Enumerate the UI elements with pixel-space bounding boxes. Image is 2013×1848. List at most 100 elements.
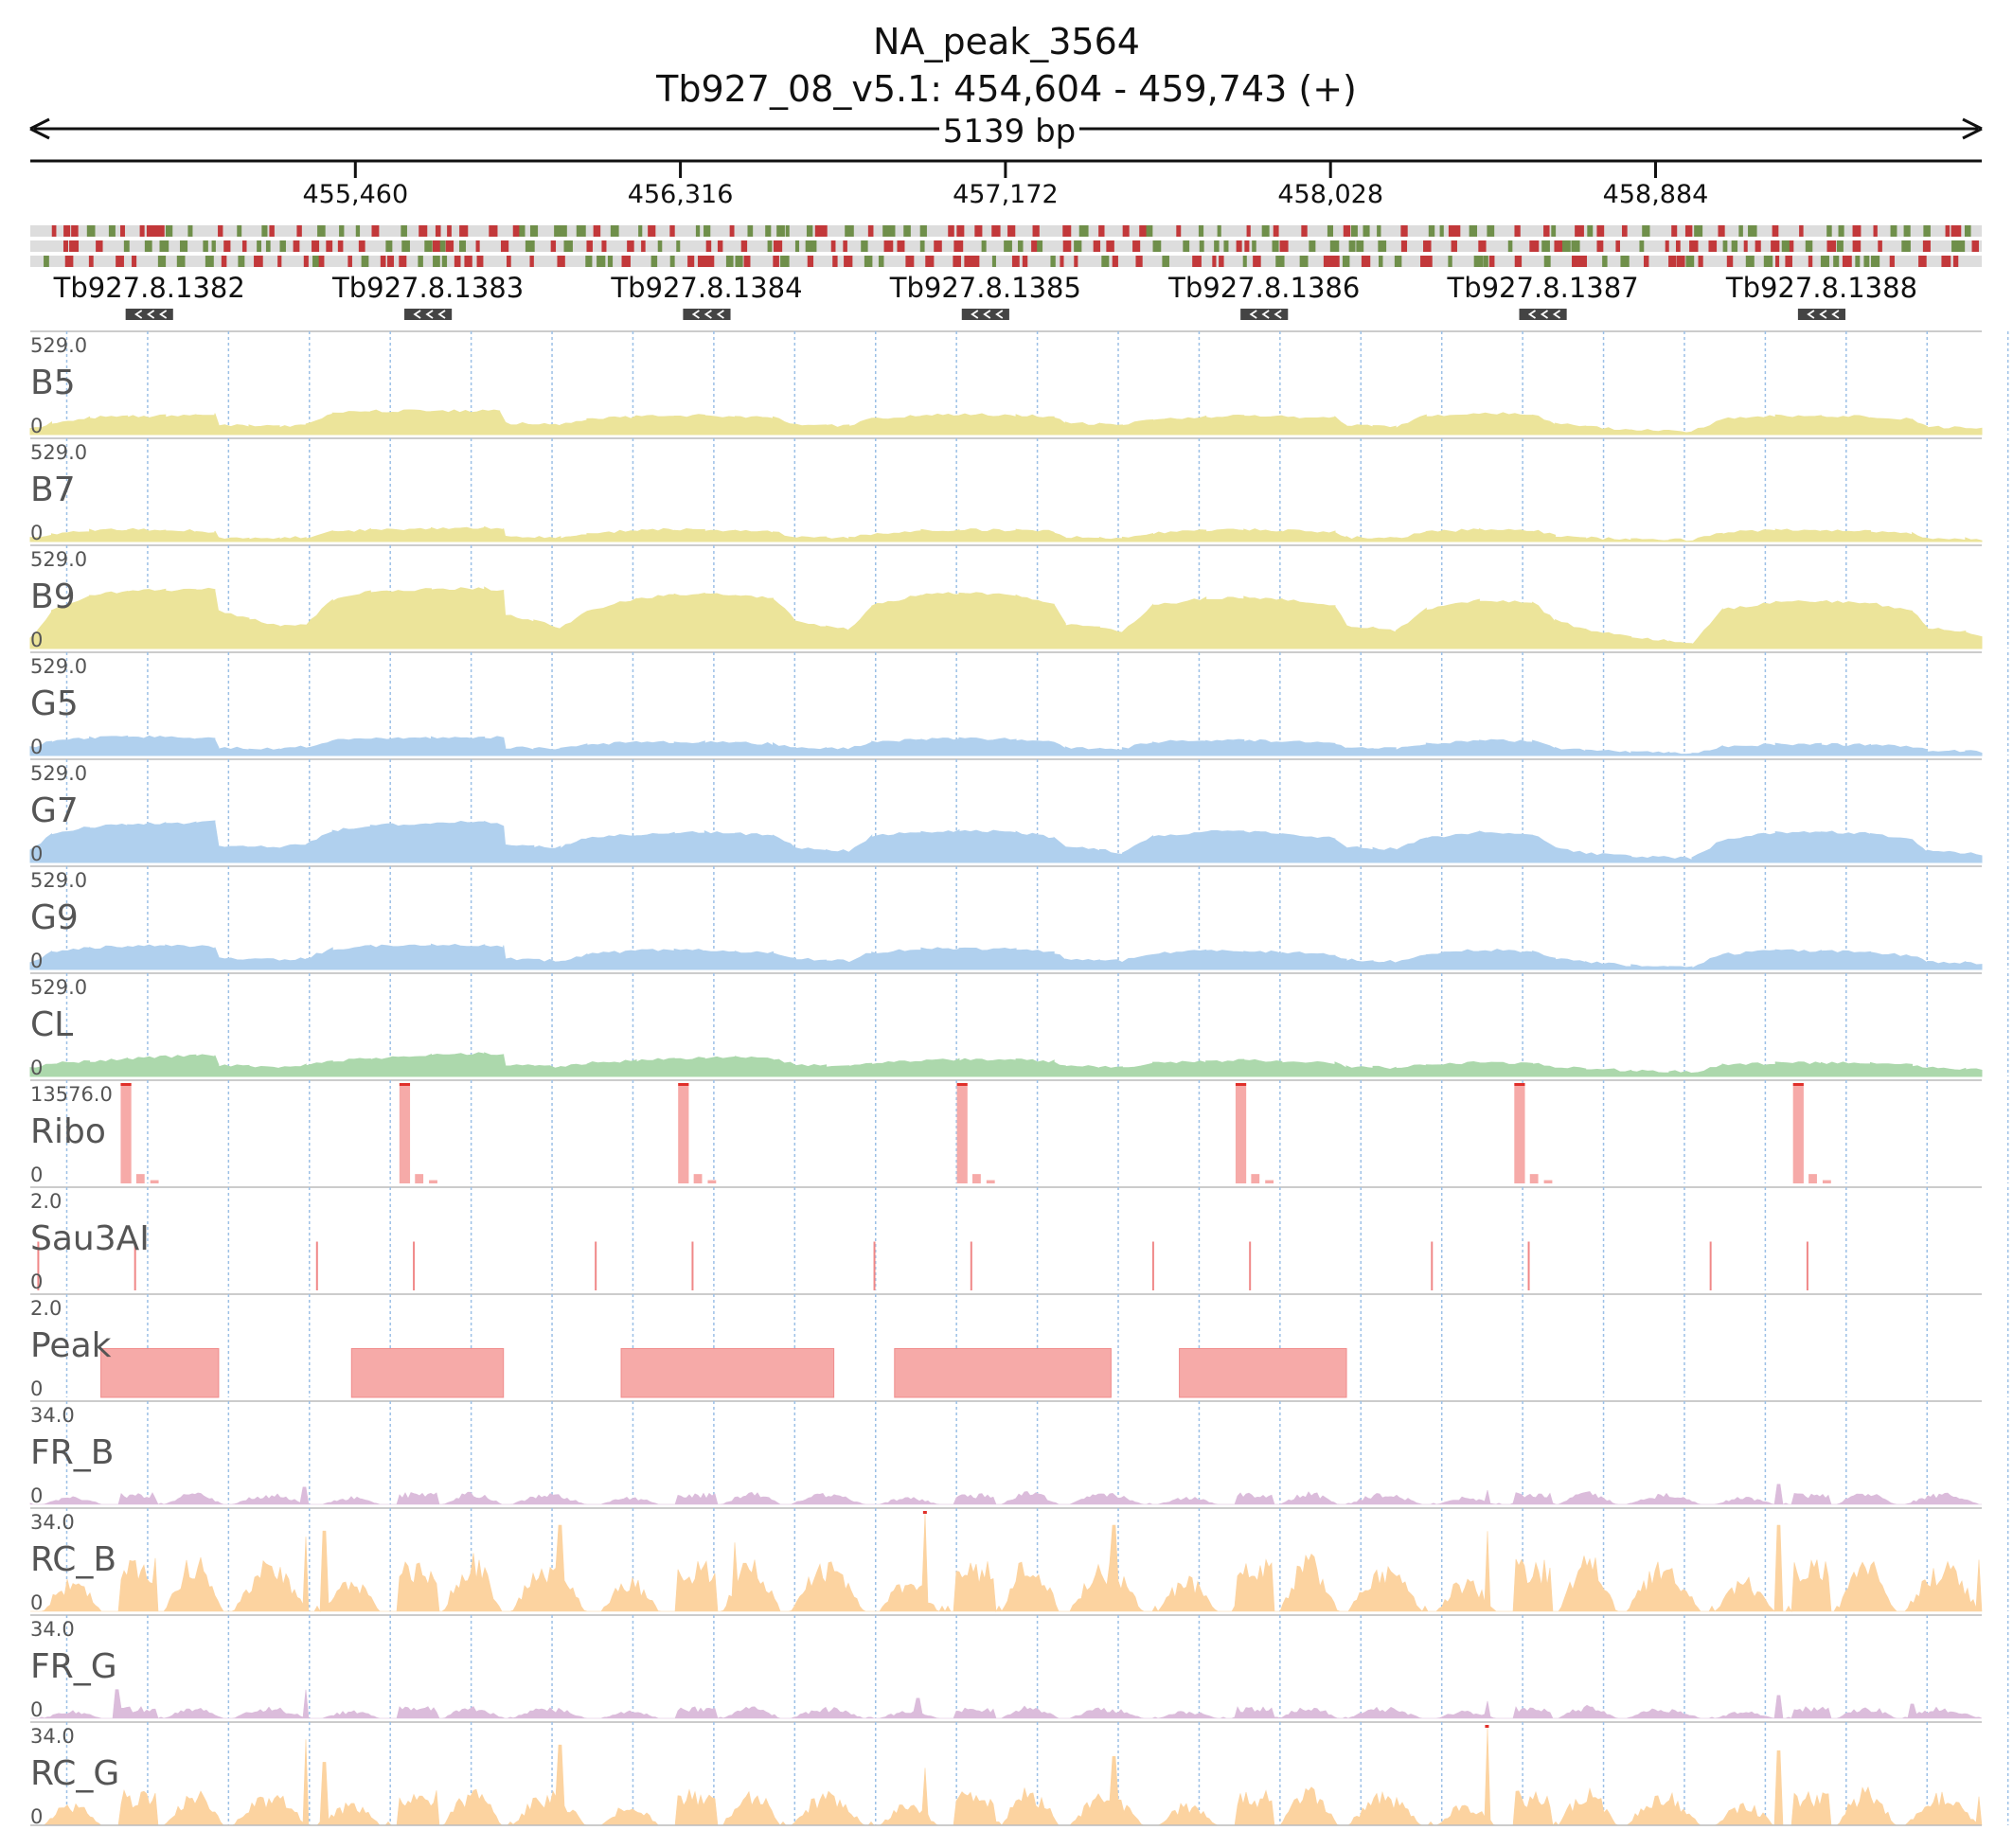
annotation-mark-green	[878, 256, 884, 267]
signal-area	[30, 1727, 1983, 1826]
annotation-mark-red	[1621, 225, 1628, 237]
span-arrow-left-icon	[29, 117, 50, 140]
annotation-mark-green	[1748, 225, 1757, 237]
peak-block	[620, 1348, 835, 1398]
annotation-mark-green	[1377, 225, 1381, 237]
annotation-mark-red	[773, 256, 779, 267]
annotation-mark-green	[1342, 256, 1350, 267]
figure-title: NA_peak_3564	[873, 21, 1140, 62]
annotation-mark-red	[312, 240, 320, 252]
annotation-mark-red	[948, 225, 954, 237]
annotation-mark-green	[203, 240, 208, 252]
ribo-bar	[972, 1174, 981, 1183]
annotation-mark-red	[1708, 240, 1718, 252]
annotation-mark-green	[1252, 240, 1256, 252]
clip-marker	[1792, 1083, 1804, 1086]
track-max-label: 34.0	[30, 1511, 75, 1534]
annotation-mark-green	[1473, 256, 1484, 267]
annotation-mark-red	[1945, 225, 1951, 237]
ribo-bar	[135, 1174, 145, 1183]
annotation-mark-red	[155, 225, 165, 237]
annotation-mark-green	[1685, 256, 1695, 267]
track-max-label: 34.0	[30, 1725, 75, 1748]
annotation-mark-red	[1684, 225, 1693, 237]
annotation-mark-red	[925, 256, 935, 267]
annotation-mark-red	[1789, 240, 1794, 252]
annotation-mark-green	[1738, 225, 1743, 237]
annotation-mark-green	[1101, 256, 1110, 267]
ribo-bar	[986, 1180, 995, 1183]
annotation-mark-green	[1214, 240, 1220, 252]
track-min-label: 0	[30, 950, 43, 972]
annotation-mark-green	[1639, 240, 1645, 252]
annotation-mark-red	[627, 240, 634, 252]
annotation-mark-red	[1785, 256, 1792, 267]
annotation-mark-green	[776, 225, 785, 237]
annotation-mark-green	[1004, 240, 1012, 252]
annotation-mark-red	[743, 256, 751, 267]
annotation-mark-red	[1852, 225, 1862, 237]
annotation-mark-green	[576, 225, 586, 237]
annotation-mark-green	[1378, 256, 1383, 267]
annotation-mark-red	[729, 225, 735, 237]
track-min-label: 0	[30, 1698, 43, 1721]
track-min-label: 0	[30, 629, 43, 651]
track-max-label: 13576.0	[30, 1083, 113, 1106]
strand-arrow-icon	[425, 310, 434, 319]
annotation-mark-green	[1923, 225, 1931, 237]
annotation-mark-red	[1192, 256, 1202, 267]
annotation-mark-red	[507, 256, 511, 267]
annotation-mark-green	[187, 225, 193, 237]
annotation-mark-red	[88, 256, 94, 267]
annotation-mark-red	[1755, 240, 1761, 252]
annotation-mark-red	[269, 225, 275, 237]
annotation-mark-green	[725, 256, 734, 267]
annotation-mark-red	[432, 240, 441, 252]
annotation-mark-red	[1743, 240, 1748, 252]
annotation-mark-red	[867, 225, 874, 237]
annotation-mark-red	[956, 225, 965, 237]
annotation-mark-green	[585, 256, 593, 267]
track-min-label: 0	[30, 1484, 43, 1507]
ribo-bar	[1235, 1086, 1247, 1183]
annotation-mark-red	[1323, 256, 1333, 267]
annotation-mark-green	[1074, 240, 1082, 252]
annotation-mark-red	[489, 225, 498, 237]
peak-block	[894, 1348, 1112, 1398]
annotation-mark-green	[1198, 225, 1204, 237]
annotation-mark-red	[454, 256, 461, 267]
annotation-mark-green	[811, 240, 817, 252]
ribo-bar	[1822, 1180, 1831, 1183]
annotation-mark-red	[293, 240, 300, 252]
annotation-mark-green	[1469, 225, 1478, 237]
annotation-mark-green	[1871, 256, 1880, 267]
annotation-mark-red	[1771, 240, 1780, 252]
annotation-mark-red	[1454, 225, 1461, 237]
annotation-mark-green	[1356, 240, 1364, 252]
annotation-mark-red	[69, 240, 80, 252]
annotation-mark-red	[71, 225, 79, 237]
annotation-mark-green	[401, 240, 410, 252]
annotation-mark-red	[1668, 256, 1677, 267]
annotation-mark-red	[1772, 225, 1779, 237]
annotation-mark-red	[1246, 225, 1251, 237]
track-max-label: 34.0	[30, 1404, 75, 1427]
strand-arrow-icon	[1261, 310, 1270, 319]
signal-area	[29, 1484, 1982, 1505]
annotation-mark-green	[554, 225, 563, 237]
coverage-area	[29, 820, 1983, 863]
annotation-mark-green	[981, 240, 987, 252]
annotation-mark-red	[621, 256, 631, 267]
annotation-mark-red	[62, 240, 68, 252]
annotation-mark-red	[964, 256, 974, 267]
annotation-mark-red	[1554, 240, 1563, 252]
coverage-area	[29, 409, 1983, 435]
annotation-mark-red	[1423, 240, 1432, 252]
strand-arrow-icon	[704, 310, 712, 319]
ruler-tick-label: 458,028	[1277, 180, 1383, 209]
annotation-mark-red	[1400, 240, 1408, 252]
annotation-mark-green	[237, 225, 242, 237]
strand-arrow-icon	[159, 310, 168, 319]
annotation-mark-green	[805, 240, 815, 252]
